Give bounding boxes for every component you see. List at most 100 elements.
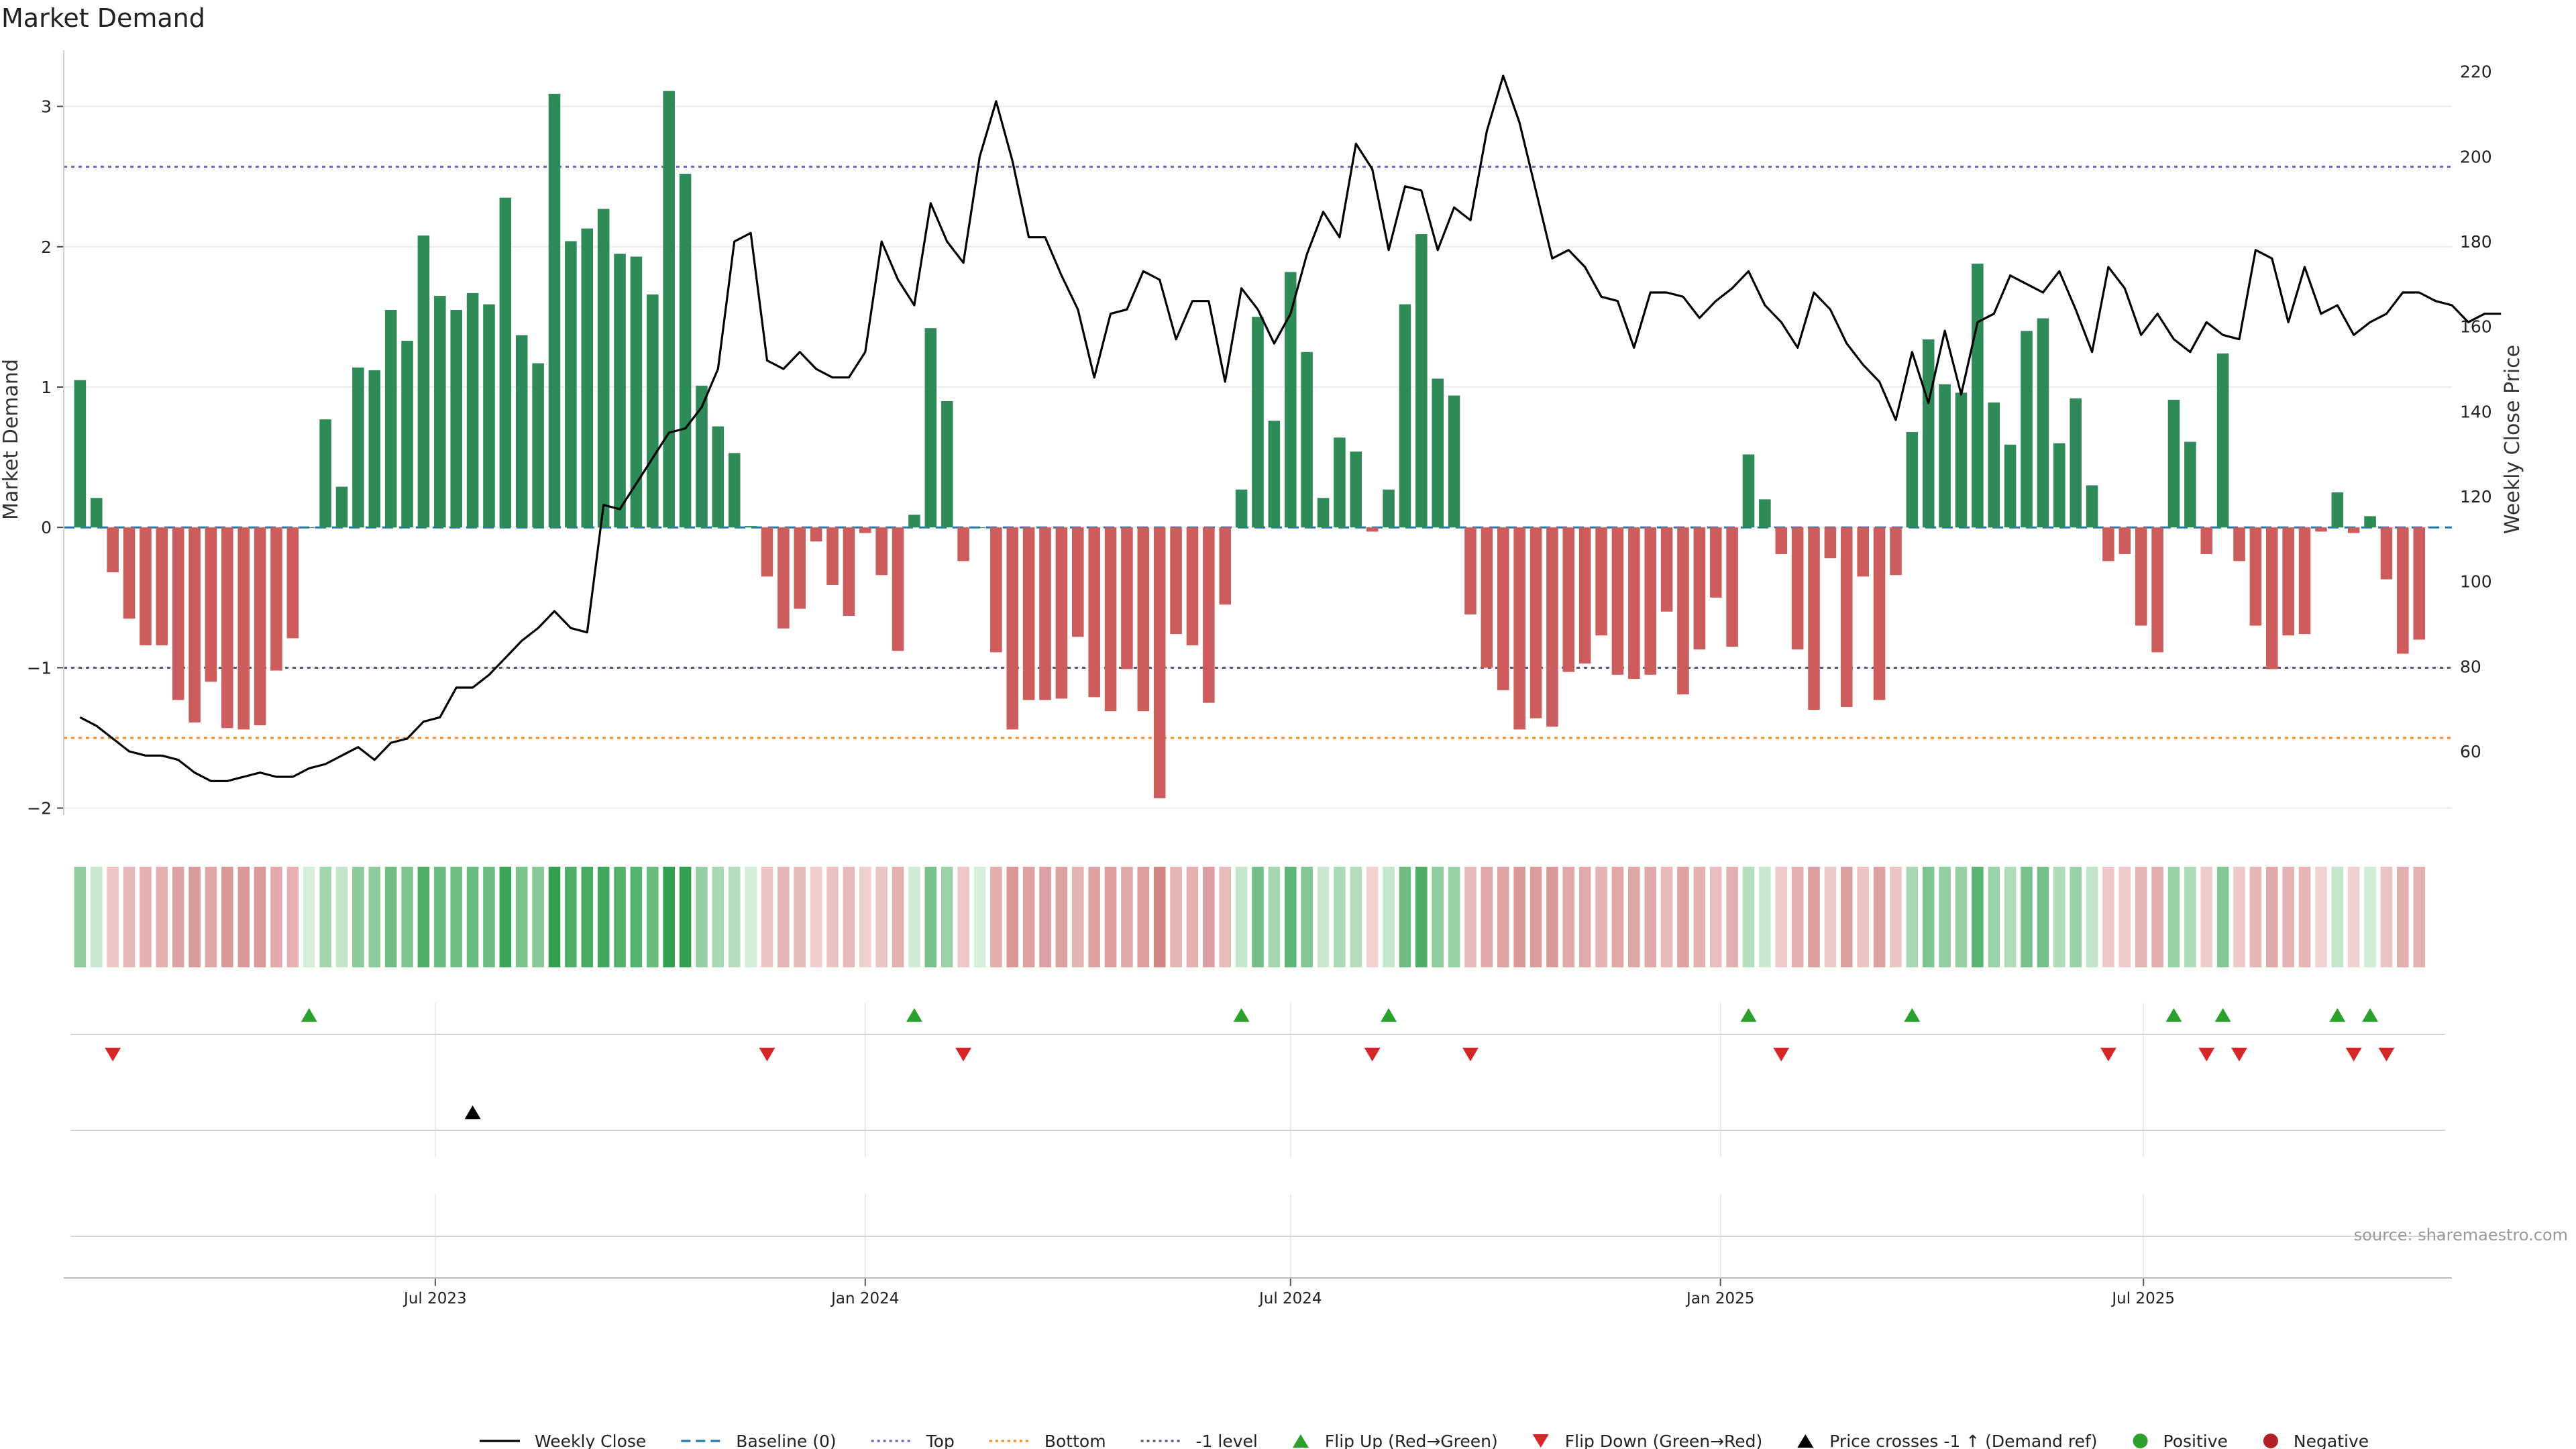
- demand-strip-cell: [2216, 867, 2229, 967]
- demand-strip-cell: [597, 867, 610, 967]
- demand-strip-cell: [2184, 867, 2196, 967]
- flip-down-marker: [1462, 1047, 1479, 1062]
- flip-down-marker: [2231, 1047, 2248, 1062]
- demand-bar: [1170, 527, 1182, 635]
- flip-up-marker: [1233, 1008, 1250, 1022]
- demand-bar: [1628, 527, 1640, 680]
- demand-strip-cell: [237, 867, 250, 967]
- demand-strip-cell: [1578, 867, 1591, 967]
- demand-strip-cell: [499, 867, 512, 967]
- demand-bar: [794, 527, 806, 609]
- demand-strip-cell: [1808, 867, 1820, 967]
- legend-label: Negative: [2294, 1432, 2369, 1449]
- demand-bar: [1153, 527, 1166, 798]
- demand-strip-cell: [2315, 867, 2327, 967]
- demand-strip-cell: [1383, 867, 1395, 967]
- demand-bar: [1808, 527, 1820, 710]
- y2-tick-label: 80: [2460, 657, 2481, 676]
- demand-bar: [663, 91, 675, 528]
- demand-bar: [826, 527, 839, 585]
- x-tick-label: Jul 2023: [402, 1290, 467, 1307]
- y-tick-label: 0: [41, 518, 52, 537]
- demand-bar: [1252, 317, 1264, 528]
- reference-lines: [64, 166, 2452, 739]
- demand-strip-cell: [1399, 867, 1411, 967]
- demand-bar: [1121, 527, 1133, 669]
- demand-bar: [1235, 489, 1248, 528]
- demand-bar: [1022, 527, 1035, 700]
- demand-bar: [434, 296, 446, 528]
- demand-strip-cell: [1611, 867, 1624, 967]
- demand-strip-cell: [548, 867, 561, 967]
- demand-strip-cell: [450, 867, 462, 967]
- demand-strip-cell: [1562, 867, 1575, 967]
- demand-strip-cell: [859, 867, 871, 967]
- demand-bar: [401, 340, 413, 528]
- demand-strip-cell: [2167, 867, 2180, 967]
- demand-strip-cell: [1791, 867, 1804, 967]
- demand-bar: [1726, 527, 1738, 647]
- demand-bar: [1660, 527, 1673, 612]
- legend-swatch: [1292, 1434, 1309, 1448]
- weekly-close-line: [79, 74, 2502, 782]
- demand-strip-cell: [1219, 867, 1232, 967]
- demand-bar: [466, 292, 479, 528]
- demand-strip-cell: [1660, 867, 1673, 967]
- y2-tick-label: 140: [2460, 402, 2492, 421]
- demand-strip-cell: [990, 867, 1002, 967]
- legend-label: Positive: [2163, 1432, 2228, 1449]
- demand-bar: [1906, 431, 1919, 528]
- demand-bar: [1039, 527, 1051, 700]
- demand-bar: [1481, 527, 1493, 668]
- demand-strip-cell: [2086, 867, 2098, 967]
- demand-bar: [2249, 527, 2262, 626]
- demand-bar: [90, 498, 103, 528]
- flip-up-marker: [1904, 1008, 1921, 1022]
- demand-bar: [1693, 527, 1706, 650]
- demand-strip-cell: [1317, 867, 1330, 967]
- demand-bar: [745, 526, 757, 528]
- demand-strip-cell: [1268, 867, 1281, 967]
- legend-item: Price crosses -1 ↑ (Demand ref): [1797, 1432, 2098, 1449]
- legend-swatch: [1532, 1434, 1549, 1448]
- demand-bar: [2118, 527, 2131, 554]
- demand-strip-cell: [1301, 867, 1313, 967]
- demand-bar: [1644, 527, 1656, 675]
- demand-bar: [2167, 399, 2180, 528]
- demand-bar: [892, 527, 904, 651]
- demand-bar: [1988, 402, 2000, 528]
- demand-strip-cell: [1432, 867, 1444, 967]
- demand-strip-cell: [1366, 867, 1379, 967]
- demand-strip-cell: [810, 867, 822, 967]
- demand-bar: [810, 527, 822, 542]
- demand-bar: [973, 527, 986, 529]
- demand-bar: [1922, 339, 1935, 528]
- demand-strip-cell: [1334, 867, 1346, 967]
- y2-tick-label: 60: [2460, 742, 2481, 761]
- legend-label: Flip Up (Red→Green): [1325, 1432, 1498, 1449]
- axes: −2 −1 0 1 2 3 60 80 100 120 140 160 180 200 220 Jul 202…: [27, 50, 2492, 1307]
- demand-strip-cell: [1742, 867, 1755, 967]
- demand-strip-cell: [647, 867, 659, 967]
- demand-bar: [777, 527, 790, 629]
- demand-bar: [1366, 527, 1379, 532]
- y-tick-label: −1: [27, 658, 52, 678]
- legend-label: Top: [926, 1432, 955, 1449]
- demand-strip-cell: [254, 867, 266, 967]
- flip-up-marker: [301, 1008, 317, 1022]
- demand-strip-cell: [1644, 867, 1656, 967]
- demand-bar: [581, 228, 594, 528]
- demand-bar: [1006, 527, 1019, 730]
- demand-bar: [1055, 527, 1068, 699]
- flip-down-marker: [1364, 1047, 1381, 1062]
- flip-down-marker: [1773, 1047, 1790, 1062]
- demand-strip-cell: [156, 867, 168, 967]
- demand-strip-cell: [826, 867, 839, 967]
- demand-bar: [1824, 527, 1837, 559]
- demand-bar: [1432, 378, 1444, 528]
- demand-strip-cell: [1693, 867, 1706, 967]
- demand-bar: [859, 527, 871, 533]
- x-tick-label: Jul 2025: [2110, 1290, 2175, 1307]
- demand-bar: [1759, 499, 1771, 528]
